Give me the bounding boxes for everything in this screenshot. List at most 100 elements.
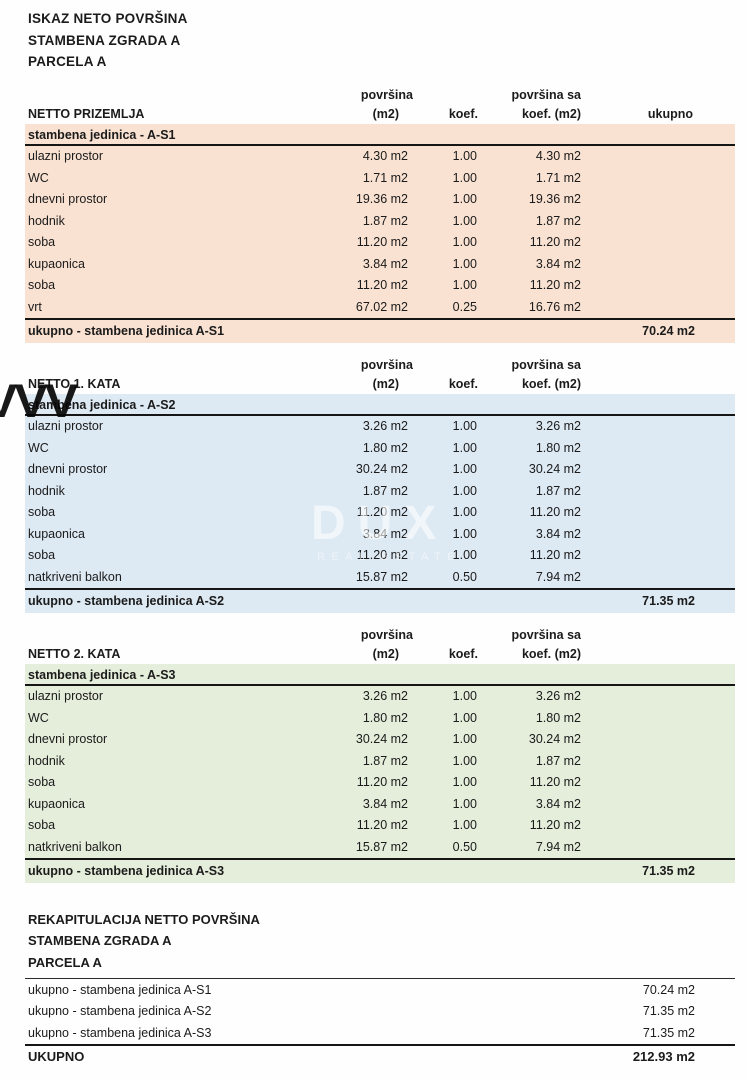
room-area-koef: 11.20 m2 <box>529 278 581 293</box>
room-name: soba <box>28 818 56 833</box>
room-name: dnevni prostor <box>28 732 108 747</box>
section-total-value: 70.24 m2 <box>642 324 695 338</box>
recap-row: ukupno - stambena jedinica A-S2 71.35 m2 <box>25 1001 735 1023</box>
col-header-koef: koef. <box>448 646 478 661</box>
table-row: natkriveni balkon 15.87 m2 0.50 7.94 m2 <box>25 836 735 858</box>
room-area-koef: 1.80 m2 <box>535 440 581 455</box>
table-row: soba 11.20 m2 1.00 11.20 m2 <box>25 545 735 567</box>
table-row: natkriveni balkon 15.87 m2 0.50 7.94 m2 <box>25 566 735 588</box>
section-rows: ulazni prostor 3.26 m2 1.00 3.26 m2 WC 1… <box>25 415 735 588</box>
col-header-povrsina: površina <box>360 627 413 642</box>
room-name: WC <box>28 710 49 725</box>
room-koef: 1.00 <box>452 732 477 747</box>
table-row: hodnik 1.87 m2 1.00 1.87 m2 <box>25 750 735 772</box>
table-row: soba 11.20 m2 1.00 11.20 m2 <box>25 772 735 794</box>
room-area-koef: 3.26 m2 <box>535 689 581 704</box>
room-name: hodnik <box>28 483 65 498</box>
section-column-headers: površina površina sa NETTO PRIZEMLJA (m2… <box>25 86 735 124</box>
table-row: WC 1.71 m2 1.00 1.71 m2 <box>25 167 735 189</box>
room-name: hodnik <box>28 753 65 768</box>
room-name: soba <box>28 548 56 563</box>
section-total-label: ukupno - stambena jedinica A-S1 <box>28 324 225 338</box>
room-area-koef: 3.84 m2 <box>535 256 581 271</box>
dux-brand-watermark: DUX <box>311 497 449 550</box>
section-total-value: 71.35 m2 <box>642 594 695 608</box>
room-area-koef: 3.84 m2 <box>535 796 581 811</box>
col-header-koef-m2: koef. (m2) <box>521 106 581 121</box>
room-koef: 1.00 <box>452 775 477 790</box>
title-line-2: STAMBENA ZGRADA A <box>28 32 181 48</box>
room-koef: 1.00 <box>452 505 477 520</box>
room-koef: 1.00 <box>452 440 477 455</box>
recap-title-line-1: REKAPITULACIJA NETTO POVRŠINA <box>28 911 260 927</box>
section-total-value: 71.35 m2 <box>642 864 695 878</box>
room-area: 11.20 m2 <box>356 278 408 293</box>
room-koef: 1.00 <box>452 483 477 498</box>
room-koef: 1.00 <box>452 689 477 704</box>
recap-row: ukupno - stambena jedinica A-S3 71.35 m2 <box>25 1022 735 1044</box>
table-row: dnevni prostor 30.24 m2 1.00 30.24 m2 <box>25 459 735 481</box>
room-name: dnevni prostor <box>28 192 108 207</box>
table-row: dnevni prostor 30.24 m2 1.00 30.24 m2 <box>25 729 735 751</box>
recap-row-label: ukupno - stambena jedinica A-S2 <box>28 1004 212 1019</box>
room-area-koef: 1.80 m2 <box>535 710 581 725</box>
table-row: soba 11.20 m2 1.00 11.20 m2 <box>25 232 735 254</box>
recap-row-value: 71.35 m2 <box>642 1004 695 1019</box>
room-area-koef: 4.30 m2 <box>535 149 581 164</box>
room-name: kupaonica <box>28 526 85 541</box>
room-name: hodnik <box>28 213 65 228</box>
document-title: ISKAZ NETO POVRŠINA STAMBENA ZGRADA A PA… <box>25 8 735 73</box>
room-koef: 0.50 <box>452 839 477 854</box>
floor-section: površina površina sa NETTO 1. KATA (m2) … <box>25 356 735 613</box>
title-line-1: ISKAZ NETO POVRŠINA <box>28 11 188 26</box>
recap-title: REKAPITULACIJA NETTO POVRŠINA STAMBENA Z… <box>25 909 735 974</box>
recap-total-label: UKUPNO <box>28 1049 85 1064</box>
floor-label: NETTO 2. KATA <box>28 646 121 661</box>
floor-section: površina površina sa NETTO PRIZEMLJA (m2… <box>25 86 735 343</box>
recap-total-row: UKUPNO 212.93 m2 <box>25 1043 735 1068</box>
room-area: 3.26 m2 <box>362 689 408 704</box>
col-header-ukupno <box>581 645 735 664</box>
col-header-ukupno <box>581 375 735 394</box>
room-area-koef: 3.84 m2 <box>535 526 581 541</box>
col-header-povrsina: površina <box>360 87 413 102</box>
room-area-koef: 1.71 m2 <box>535 170 581 185</box>
room-area-koef: 30.24 m2 <box>528 732 581 747</box>
col-header-m2: (m2) <box>372 646 399 661</box>
room-area: 4.30 m2 <box>362 149 408 164</box>
room-area-koef: 3.26 m2 <box>535 419 581 434</box>
recap-row: ukupno - stambena jedinica A-S1 70.24 m2 <box>25 979 735 1001</box>
floor-label: NETTO PRIZEMLJA <box>28 106 145 121</box>
col-header-koef-m2: koef. (m2) <box>521 376 581 391</box>
room-area-koef: 7.94 m2 <box>535 839 581 854</box>
room-area: 3.84 m2 <box>362 796 408 811</box>
room-name: WC <box>28 440 49 455</box>
room-area: 30.24 m2 <box>355 462 408 477</box>
room-name: natkriveni balkon <box>28 839 122 854</box>
title-line-3: PARCELA A <box>28 54 107 69</box>
room-area: 19.36 m2 <box>355 192 408 207</box>
unit-band: stambena jedinica - A-S1 <box>25 123 735 146</box>
col-header-ukupno: ukupno <box>647 106 693 121</box>
room-area: 11.20 m2 <box>356 235 408 250</box>
table-row: ulazni prostor 3.26 m2 1.00 3.26 m2 <box>25 686 735 708</box>
room-koef: 1.00 <box>452 548 477 563</box>
room-area: 30.24 m2 <box>355 732 408 747</box>
room-area: 1.87 m2 <box>362 483 408 498</box>
section-total-row: ukupno - stambena jedinica A-S3 71.35 m2 <box>25 857 735 883</box>
recap-row-value: 70.24 m2 <box>642 982 695 997</box>
table-row: soba 11.20 m2 1.00 11.20 m2 <box>25 502 735 524</box>
section-total-row: ukupno - stambena jedinica A-S1 70.24 m2 <box>25 317 735 343</box>
table-row: kupaonica 3.84 m2 1.00 3.84 m2 <box>25 793 735 815</box>
room-koef: 1.00 <box>452 213 477 228</box>
room-area-koef: 11.20 m2 <box>529 235 581 250</box>
room-koef: 1.00 <box>452 149 477 164</box>
section-total-row: ukupno - stambena jedinica A-S2 71.35 m2 <box>25 587 735 613</box>
table-row: WC 1.80 m2 1.00 1.80 m2 <box>25 437 735 459</box>
room-koef: 1.00 <box>452 256 477 271</box>
room-koef: 1.00 <box>452 526 477 541</box>
table-row: kupaonica 3.84 m2 1.00 3.84 m2 <box>25 523 735 545</box>
room-area-koef: 11.20 m2 <box>529 818 581 833</box>
section-rows: ulazni prostor 3.26 m2 1.00 3.26 m2 WC 1… <box>25 685 735 858</box>
